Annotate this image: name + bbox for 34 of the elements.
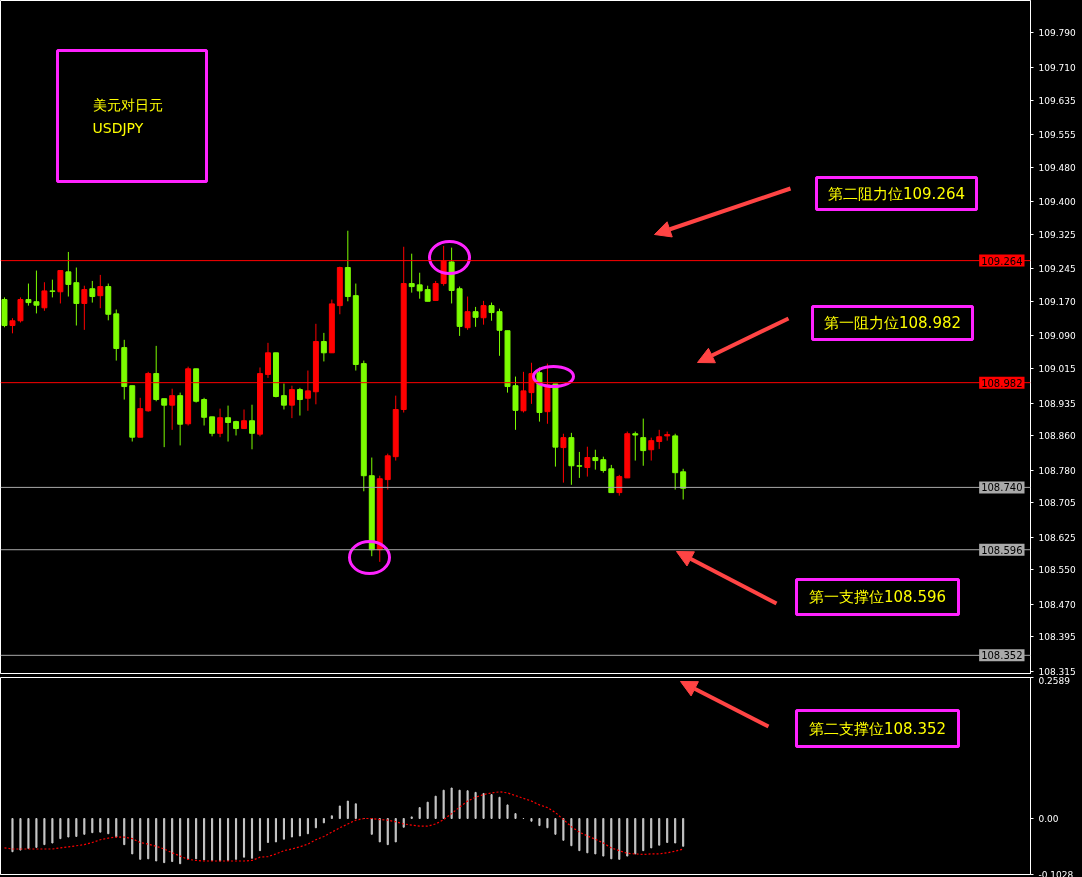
text: 第二支撑位108.352 [808, 719, 947, 738]
y-tick-label: 109.325 [1038, 229, 1076, 240]
ref-line-label: 108.596 [981, 544, 1023, 556]
y-tick-label: 108.315 [1038, 666, 1076, 677]
annotation: 第一支撑位108.596 [808, 588, 947, 606]
y-tick-label: 108.550 [1038, 565, 1076, 576]
y-tick-label: 109.555 [1038, 130, 1076, 141]
y-tick-label: 109.635 [1038, 95, 1076, 106]
ref-line-label: 108.982 [981, 377, 1023, 389]
y-tick-label: 0.2589 [1038, 675, 1071, 686]
y-tick-label: 108.935 [1038, 398, 1076, 409]
y-tick-label: 109.245 [1038, 264, 1076, 275]
y-tick-label: 109.400 [1038, 197, 1076, 208]
y-tick-label: -0.1028 [1038, 869, 1074, 877]
text: USDJPY [92, 119, 144, 136]
y-tick-label: 108.395 [1038, 632, 1076, 643]
y-tick-label: 109.480 [1038, 162, 1076, 173]
ref-line-label: 108.740 [981, 482, 1023, 494]
y-tick-label: 109.170 [1038, 296, 1076, 307]
annotation: 第一阻力位108.982 [823, 314, 962, 332]
y-tick-label: 109.710 [1038, 63, 1076, 74]
y-tick-label: 108.705 [1038, 498, 1076, 509]
y-tick-label: 109.790 [1038, 28, 1076, 39]
ref-line-label: 109.264 [981, 255, 1023, 267]
y-tick-label: 108.470 [1038, 599, 1076, 610]
y-tick-label: 109.015 [1038, 363, 1076, 374]
y-tick-label: 109.090 [1038, 331, 1076, 342]
ref-line-label: 108.352 [981, 650, 1023, 662]
y-tick-label: 108.625 [1038, 532, 1076, 543]
text: 美元对日元 [92, 96, 163, 113]
annotation: 第二阻力位109.264 [827, 184, 966, 203]
y-tick-label: 108.780 [1038, 465, 1076, 476]
y-tick-label: 0.00 [1038, 814, 1059, 825]
y-tick-label: 108.860 [1038, 430, 1076, 441]
